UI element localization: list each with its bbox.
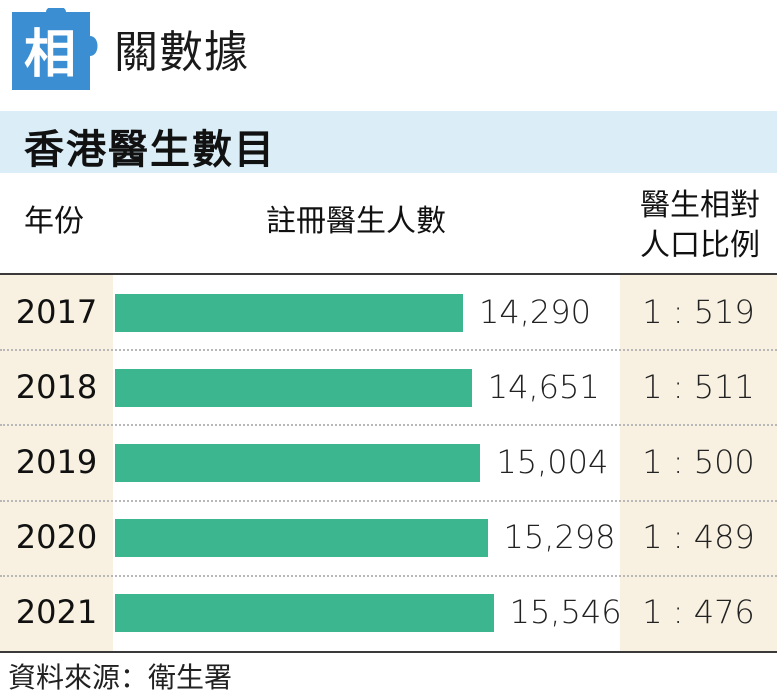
column-header-count: 註冊醫生人數	[266, 204, 446, 239]
chart-title-banner: 香港醫生數目	[0, 111, 777, 173]
bar	[115, 368, 472, 407]
ratio-label: 1 : 476	[642, 593, 755, 632]
ratio-label: 1 : 519	[642, 292, 755, 331]
row-separator	[0, 574, 777, 577]
bar	[115, 444, 481, 482]
chart-title: 香港醫生數目	[24, 127, 276, 173]
bar	[115, 519, 488, 558]
footer-divider	[0, 651, 777, 653]
ratio-label: 1 : 500	[642, 443, 755, 481]
bar	[115, 293, 463, 332]
header-divider	[0, 273, 777, 275]
year-label: 2017	[15, 292, 98, 331]
year-column-background	[0, 275, 113, 651]
ratio-label: 1 : 511	[642, 367, 755, 406]
column-header-ratio: 醫生相對 人口比例	[630, 186, 770, 266]
row-separator	[0, 499, 777, 502]
year-label: 2019	[15, 443, 98, 481]
column-header-year: 年份	[24, 204, 84, 239]
column-header-ratio-line1: 醫生相對	[640, 188, 760, 223]
puzzle-piece-icon: 相	[12, 8, 98, 90]
data-label: 15,298	[503, 518, 616, 557]
data-label: 15,004	[496, 443, 609, 481]
header: 相 關數據	[0, 0, 777, 100]
ratio-label: 1 : 489	[642, 518, 755, 557]
year-label: 2021	[15, 593, 98, 632]
data-label: 14,290	[479, 292, 591, 331]
bar	[115, 594, 494, 633]
header-title: 關數據	[114, 27, 249, 78]
header-badge-text: 相	[24, 25, 76, 85]
data-label: 14,651	[487, 367, 600, 406]
column-header-ratio-line2: 人口比例	[640, 228, 760, 263]
ratio-column-background	[620, 275, 777, 651]
row-separator	[0, 349, 777, 352]
year-label: 2020	[15, 518, 98, 557]
year-label: 2018	[15, 367, 98, 406]
data-label: 15,546	[509, 593, 622, 632]
row-separator	[0, 424, 777, 427]
source-note: 資料來源：衛生署	[8, 661, 233, 694]
